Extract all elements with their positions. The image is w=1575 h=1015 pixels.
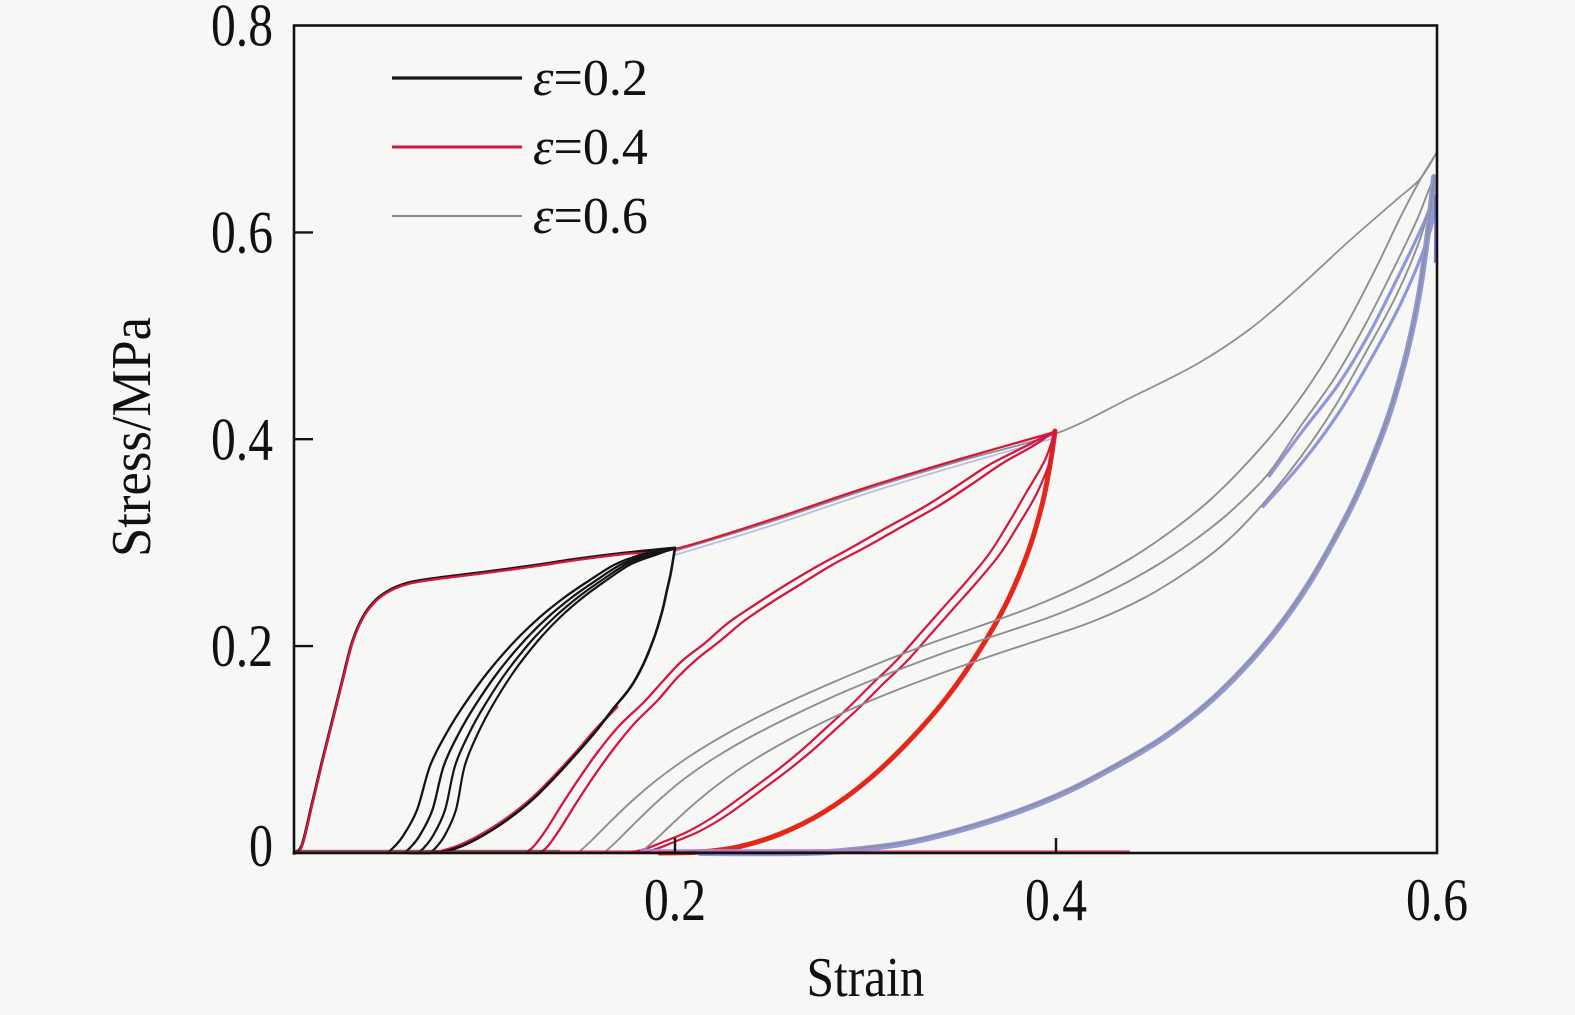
svg-text:ε=0.4: ε=0.4: [533, 119, 648, 176]
svg-text:0.4: 0.4: [211, 406, 273, 472]
svg-text:0.6: 0.6: [1406, 867, 1468, 933]
svg-text:0.6: 0.6: [211, 199, 273, 265]
svg-text:0.8: 0.8: [211, 0, 273, 59]
svg-text:Strain: Strain: [807, 947, 925, 1009]
svg-text:0: 0: [249, 813, 273, 879]
svg-text:0.2: 0.2: [211, 613, 273, 679]
svg-text:ε=0.6: ε=0.6: [533, 188, 648, 245]
svg-text:0.2: 0.2: [644, 867, 706, 933]
svg-text:ε=0.2: ε=0.2: [533, 50, 648, 107]
svg-text:0.4: 0.4: [1025, 867, 1087, 933]
svg-text:Stress/MPa: Stress/MPa: [101, 317, 163, 557]
